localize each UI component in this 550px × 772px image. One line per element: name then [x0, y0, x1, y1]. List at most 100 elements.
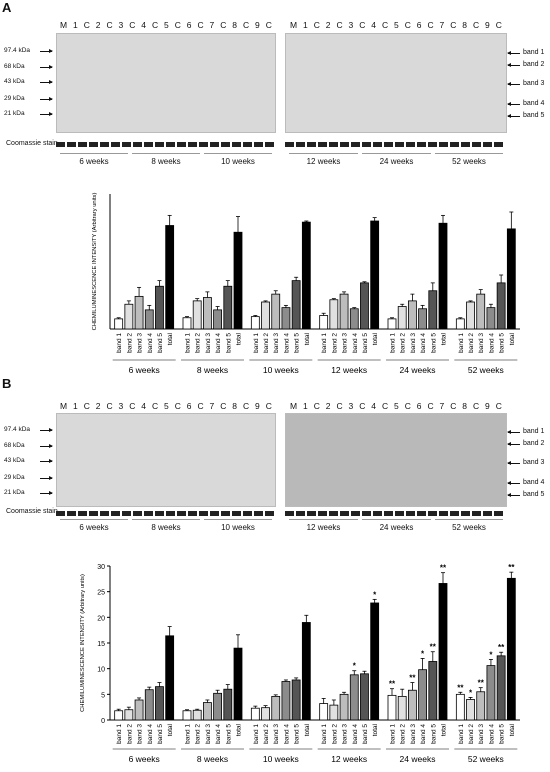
bar-band-1: [114, 318, 124, 330]
western-blot-a-right: [285, 33, 507, 133]
bar-band-1: [250, 316, 260, 330]
lane-label: 6: [186, 20, 192, 30]
significance-mark: *: [373, 590, 377, 599]
lane-label: 9: [255, 20, 260, 30]
band-arrow: [507, 461, 520, 465]
lane-label: C: [381, 401, 389, 411]
significance-mark: **: [508, 563, 515, 572]
x-tick-label: band 1: [185, 724, 192, 744]
mw-marker-label: 43 kDa: [4, 78, 25, 85]
bar-band-1: [387, 318, 397, 330]
lane-label: C: [265, 20, 272, 30]
panel-letter-b: B: [2, 376, 12, 391]
mw-marker-arrow: [40, 97, 53, 101]
panel-letter-a: A: [2, 0, 12, 15]
bar-total: [506, 577, 516, 721]
bar-total: [438, 583, 448, 721]
week-bracket: [435, 519, 503, 520]
bar-band-3: [202, 297, 212, 330]
significance-mark: *: [353, 662, 357, 671]
x-tick-label: band 5: [362, 333, 369, 353]
lane-label: 2: [95, 401, 101, 411]
week-bracket: [132, 519, 200, 520]
bar-band-5: [155, 285, 164, 330]
mw-marker-arrow: [40, 459, 53, 463]
lane-label: 4: [371, 20, 377, 30]
lane-label: C: [242, 401, 250, 411]
lane-label: 3: [348, 20, 354, 30]
x-tick-label: band 3: [205, 724, 212, 744]
x-tick-label: band 1: [185, 333, 192, 353]
blot-week-label: 24 weeks: [379, 157, 414, 166]
x-tick-label: band 2: [263, 333, 270, 353]
lane-label: C: [197, 401, 204, 411]
bar-band-3: [407, 300, 417, 330]
lane-label: 5: [394, 401, 399, 411]
lane-label: 2: [95, 20, 101, 30]
bar-chart-b: 0 5 10 15 20 25 30 CHEMILUMINESCENCE INTENSITY …: [80, 563, 520, 764]
bar-band-3: [271, 695, 281, 721]
significance-mark: **: [457, 683, 464, 692]
blot-week-label: 8 weeks: [151, 157, 181, 166]
bar-band-2: [192, 709, 202, 721]
bar-total: [370, 220, 380, 330]
bar-band-1: [455, 693, 465, 721]
bar-total: [506, 228, 516, 330]
lane-label: C: [83, 401, 90, 411]
band-arrow: [507, 63, 520, 67]
bar-band-1: [319, 703, 329, 721]
week-bracket: [60, 153, 128, 154]
lane-label: C: [265, 401, 272, 411]
band-label: band 2: [523, 61, 545, 68]
lane-label: 5: [394, 20, 399, 30]
lane-label: C: [427, 20, 434, 30]
lane-label: C: [151, 401, 159, 411]
x-tick-label: band 5: [157, 333, 164, 353]
bar-band-5: [223, 688, 233, 721]
bar-band-3: [271, 293, 281, 330]
bar-band-4: [144, 309, 154, 330]
lane-label: C: [313, 401, 320, 411]
bar-band-3: [476, 691, 486, 721]
x-tick-label: band 5: [157, 724, 164, 744]
lane-label: 7: [439, 20, 445, 30]
week-bracket: [132, 153, 200, 154]
x-tick-label: band 3: [478, 333, 485, 353]
x-tick-label: band 4: [420, 724, 427, 744]
bar-band-3: [407, 689, 417, 721]
coomassie-strip-b-left: [56, 511, 274, 516]
western-blot-b-right: [285, 413, 507, 507]
x-tick-label: band 1: [390, 333, 397, 353]
band-arrow: [507, 82, 520, 86]
group-label: 24 weeks: [400, 754, 436, 764]
mw-marker-label: 68 kDa: [4, 442, 25, 449]
lane-label: C: [220, 401, 227, 411]
lane-label: C: [404, 20, 411, 30]
x-tick-label: band 2: [195, 333, 202, 353]
y-tick-label: 15: [97, 641, 105, 648]
x-tick-label: band 2: [331, 724, 338, 744]
bar-band-5: [428, 661, 438, 721]
bar-band-1: [182, 317, 192, 330]
bar-band-4: [349, 674, 359, 721]
bar-band-5: [291, 679, 301, 721]
lane-label: 1: [73, 20, 78, 30]
band-arrow: [507, 51, 520, 55]
lane-label: C: [450, 401, 457, 411]
x-tick-label: band 3: [137, 333, 144, 353]
lane-label: 5: [164, 401, 169, 411]
x-tick-label: band 3: [410, 333, 417, 353]
x-tick-label: total: [509, 332, 516, 345]
lane-label: M: [290, 401, 298, 411]
lane-label: 6: [416, 20, 422, 30]
lane-label: C: [450, 20, 457, 30]
lane-label: M: [60, 401, 68, 411]
lane-label: C: [381, 20, 389, 30]
week-bracket: [289, 153, 358, 154]
mw-marker-label: 68 kDa: [4, 63, 25, 70]
x-tick-label: band 4: [488, 724, 495, 744]
bar-band-2: [466, 699, 475, 721]
bar-band-4: [281, 307, 291, 330]
bar-total: [438, 222, 448, 330]
